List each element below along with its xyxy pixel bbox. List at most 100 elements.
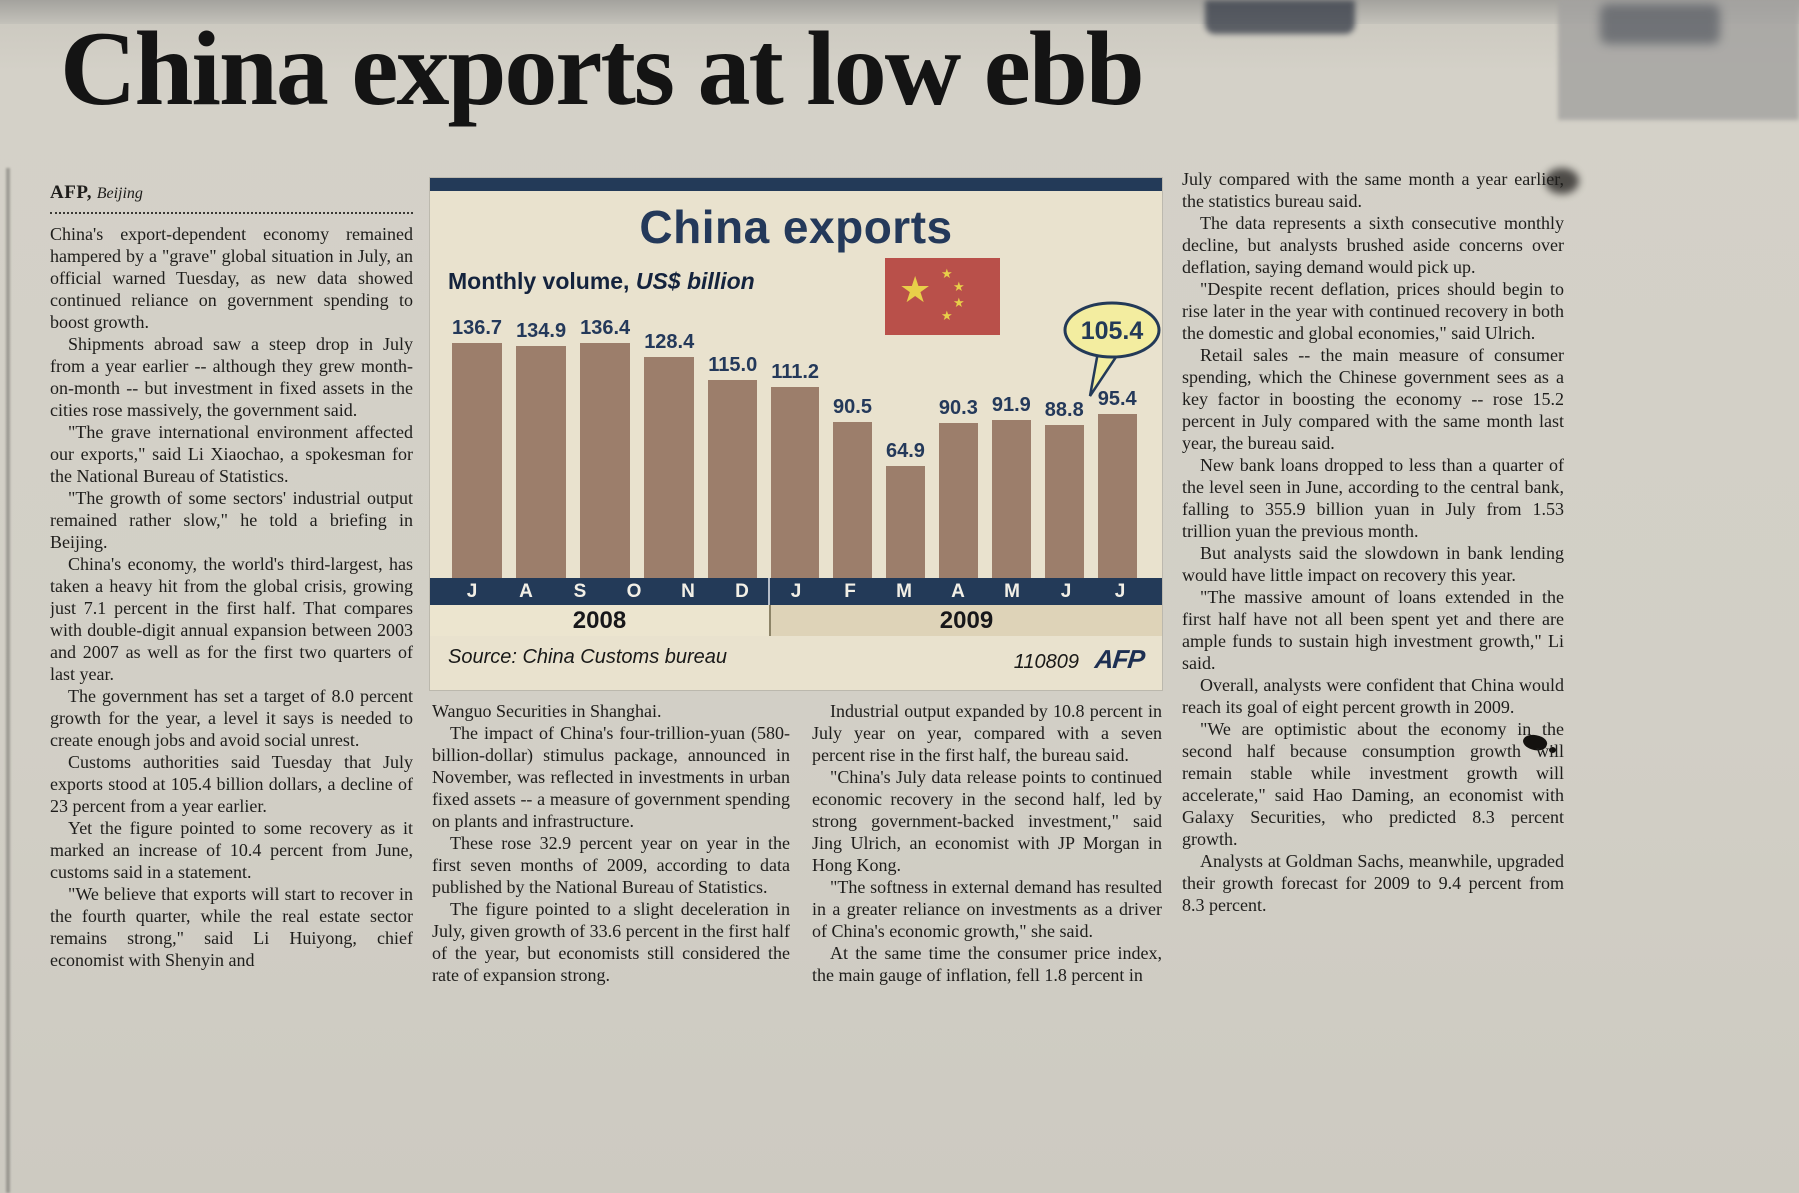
year-label-2009: 2009 [939,607,994,634]
bar-value-label: 88.8 [1044,399,1084,421]
scan-edge-band [0,0,1799,24]
bar-column: 128.4 [644,278,695,578]
article-paragraph: Customs authorities said Tuesday that Ju… [50,752,413,816]
article-paragraph: "We are optimistic about the economy in … [1182,719,1564,849]
article-paragraph: Overall, analysts were confident that Ch… [1182,675,1564,717]
bar [580,343,631,578]
article-paragraph: July compared with the same month a year… [1182,169,1564,211]
bar-column: 90.5 [833,278,872,578]
article-paragraph: Retail sales -- the main measure of cons… [1182,345,1564,453]
callout-bubble: 105.4 [1063,301,1161,397]
month-label: M [896,581,912,602]
article-paragraph: Yet the figure pointed to some recovery … [50,818,413,882]
bar-column: 134.9 [516,278,567,578]
ink-blot [1549,747,1556,753]
chart-top-rule [430,178,1162,191]
article-paragraph: "We believe that exports will start to r… [50,884,413,970]
chart-source: Source: China Customs bureau [448,646,728,668]
chart-subtitle-bold: Monthly volume, [448,268,630,294]
bar-value-label: 90.3 [938,397,978,419]
exports-chart: China exports Monthly volume, US$ billio… [430,178,1162,690]
article-paragraph: "The massive amount of loans extended in… [1182,587,1564,673]
article-paragraph: "Despite recent deflation, prices should… [1182,279,1564,343]
month-label: A [951,581,965,602]
month-label: J [1060,581,1072,602]
chart-title: China exports [639,201,953,253]
article-paragraph: "The softness in external demand has res… [812,877,1162,941]
article-paragraph: Wanguo Securities in Shanghai. [432,701,662,721]
bar [1044,425,1084,578]
year-divider-line [768,578,770,605]
bar-value-label: 95.4 [1097,388,1137,410]
bar [516,346,567,578]
article-paragraph: Shipments abroad saw a steep drop in Jul… [50,334,413,420]
article-paragraph: "China's July data release points to con… [812,767,1162,875]
chart-credit: 110809 AFP [1014,644,1146,675]
dotted-rule [50,212,413,214]
bar [452,343,503,578]
bar [1097,414,1137,578]
month-label: M [1004,581,1020,602]
flag-star-small: ★ [953,295,965,310]
article-column-right: July compared with the same month a year… [1182,168,1564,1180]
year-strip-2009: 2009 [769,605,1162,636]
month-label: J [790,581,802,602]
article-paragraph: The data represents a sixth consecutive … [1182,213,1564,277]
article-paragraph: Analysts at Goldman Sachs, meanwhile, up… [1182,851,1564,915]
bar-value-label: 90.5 [833,396,872,418]
article-paragraph: The figure pointed to a slight decelerat… [432,899,790,985]
article-paragraph: "The grave international environment aff… [50,422,413,486]
article-paragraph: New bank loans dropped to less than a qu… [1182,455,1564,541]
article-paragraph: Industrial output expanded by 10.8 perce… [812,701,1162,765]
article-paragraph: But analysts said the slowdown in bank l… [1182,543,1564,585]
article-paragraph: At the same time the consumer price inde… [812,943,1162,985]
article-paragraph: These rose 32.9 percent year on year in … [432,833,790,897]
bar-column: 115.0 [708,278,758,578]
bar-value-label: 128.4 [644,331,695,353]
bar [833,422,872,578]
article-column-mid-2: Industrial output expanded by 10.8 perce… [812,700,1162,1180]
article-column-mid-1: Wanguo Securities in Shanghai. The impact… [432,700,790,1180]
bar-column: 88.8 [1044,278,1084,578]
bar-column: 136.7 [452,278,503,578]
bar-value-label: 64.9 [885,440,925,462]
year-label-2008: 2008 [572,607,627,634]
year-strip-2008: 2008 [430,605,769,636]
headline: China exports at low ebb [60,10,1145,127]
scan-fold-line [6,168,10,1193]
article-paragraph: The impact of China's four-trillion-yuan… [432,723,790,831]
article-paragraph: The government has set a target of 8.0 p… [50,686,413,750]
flag-star-small: ★ [941,308,953,323]
month-label: J [1114,581,1126,602]
flag-star-small: ★ [941,266,953,281]
article-paragraph: "The growth of some sectors' industrial … [50,488,413,552]
bar-column: 64.9 [885,278,925,578]
afp-logo: AFP [1093,644,1146,674]
bar-column: 91.9 [991,278,1031,578]
scan-smudge [1545,168,1579,194]
bars: 136.7 134.9 136.4 128.4 115.0 111.2 90.5 64.9 90… [452,278,1140,578]
flag-star-large: ★ [899,270,931,310]
article-paragraph: China's economy, the world's third-large… [50,554,413,684]
bar-value-label: 136.7 [452,317,503,339]
bar-column: 111.2 [771,278,820,578]
bar-value-label: 136.4 [580,317,631,339]
bar-column: 136.4 [580,278,631,578]
bar-value-label: 111.2 [771,361,820,383]
bar-value-label: 115.0 [708,354,758,376]
chart-subtitle: Monthly volume, US$ billion [448,268,755,295]
bar-column: 90.3 [938,278,978,578]
article-column-left: AFP, Beijing China's export-dependent ec… [50,182,413,1182]
flag-star-small: ★ [953,279,965,294]
bar [991,420,1031,578]
bar [771,387,820,578]
byline-location: Beijing [96,185,143,202]
callout-value: 105.4 [1081,317,1144,345]
bar-value-label: 91.9 [991,394,1031,416]
month-label: D [735,581,749,602]
byline: AFP, Beijing [50,182,413,205]
month-label: F [844,581,856,602]
month-label: S [573,581,587,602]
